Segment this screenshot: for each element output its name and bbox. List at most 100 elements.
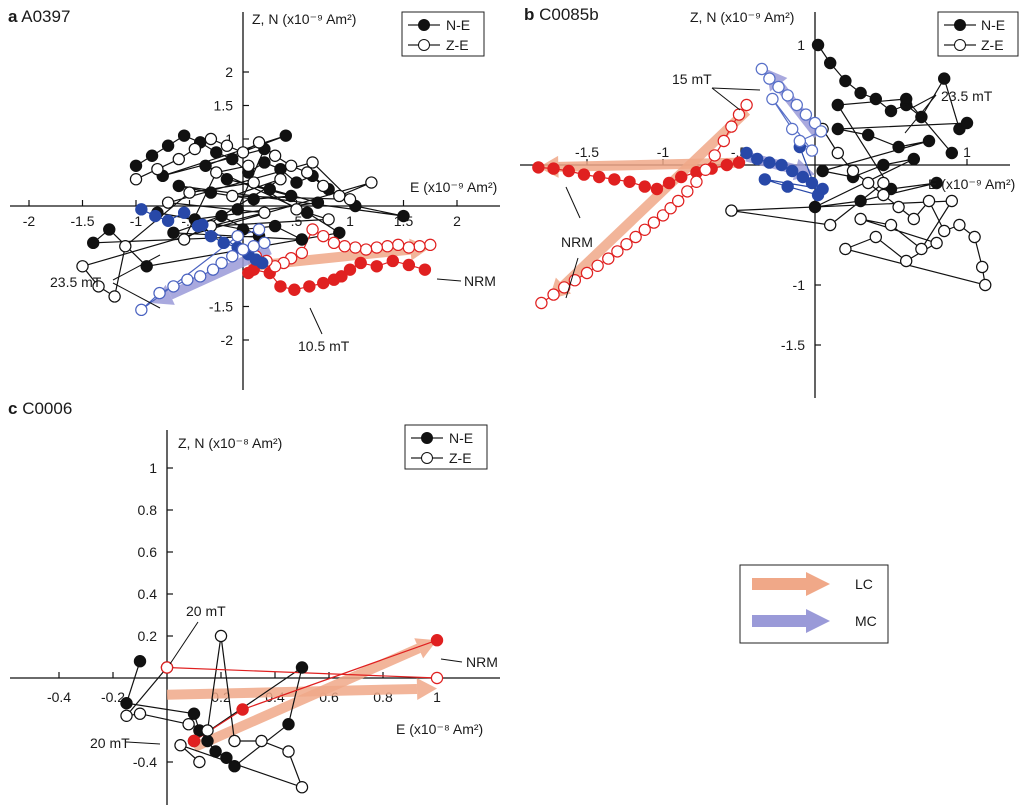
ne-point [217, 236, 230, 250]
ze-point [725, 120, 738, 133]
ne-point [796, 170, 810, 184]
ze-point [740, 98, 753, 112]
ne-point [877, 158, 890, 172]
y-tick-label: 1.5 [214, 98, 234, 114]
ze-point [317, 179, 330, 193]
ze-point [76, 260, 89, 273]
ne-point [167, 226, 180, 239]
ze-point [247, 239, 260, 253]
ze-point [210, 166, 223, 179]
ne-point [831, 98, 845, 112]
ne-point [172, 179, 185, 193]
ze-point [183, 186, 196, 199]
ze-point [805, 144, 819, 157]
ze-point [790, 98, 803, 112]
ne-point [177, 129, 191, 142]
ze-point [160, 661, 174, 674]
ze-point [725, 204, 738, 217]
component-legend-arrowhead-lc [806, 572, 830, 596]
y-tick-label: -1 [793, 277, 806, 293]
ze-point [781, 89, 794, 102]
ne-point [763, 156, 776, 169]
ne-point [199, 159, 212, 172]
ne-point [311, 196, 325, 209]
ze-point [922, 194, 936, 208]
y-tick-label: 0.4 [138, 586, 158, 602]
ze-point [900, 254, 913, 268]
ne-point [577, 168, 591, 181]
ne-point [256, 256, 269, 270]
ze-point [119, 239, 132, 253]
annotation-15-mt: 15 mT [672, 71, 712, 87]
ze-point [306, 223, 319, 236]
ze-point [430, 671, 444, 685]
ne-point [811, 188, 825, 202]
component-legend-mc-label: MC [855, 613, 877, 629]
ze-point [129, 172, 143, 186]
ze-point [108, 290, 121, 303]
annotation-20-mt-top: 20 mT [186, 603, 226, 619]
ne-point [209, 745, 222, 758]
ne-point [149, 209, 162, 223]
ze-point [226, 189, 239, 203]
ze-point [766, 92, 779, 106]
ne-point [418, 263, 432, 276]
ne-point [370, 260, 383, 273]
ze-point [892, 200, 905, 214]
ne-point [135, 203, 148, 216]
legend-ne-marker [421, 432, 433, 444]
ze-point [201, 724, 214, 737]
ze-point [188, 142, 202, 156]
ne-point [258, 156, 271, 169]
ze-point [193, 755, 206, 769]
ne-point [781, 180, 794, 193]
ne-point [201, 734, 214, 748]
ze-point [681, 185, 694, 198]
ne-point [242, 266, 255, 280]
ze-point [402, 241, 416, 254]
ne-point [187, 707, 201, 720]
y-tick-label: 2 [225, 64, 233, 80]
ne-point [892, 140, 905, 154]
ze-point [708, 149, 721, 162]
ze-point [846, 164, 860, 178]
ze-point [558, 281, 571, 294]
ze-point [252, 136, 266, 149]
ne-point [247, 193, 260, 206]
ze-point [629, 230, 642, 244]
annotation-10-5-mt: 10.5 mT [298, 338, 350, 354]
ne-point [295, 233, 309, 246]
ze-point [231, 229, 244, 243]
ze-point [547, 288, 560, 301]
ne-point [279, 129, 292, 142]
panel-a-legend: N-E Z-E [401, 11, 485, 57]
ne-point [161, 214, 175, 227]
legend-ne-marker [418, 19, 430, 31]
ze-point [831, 146, 845, 160]
panel-c-ylabel: Z, N (x10⁻⁸ Am²) [178, 435, 282, 451]
ne-point [386, 254, 399, 268]
ze-point [306, 156, 319, 169]
panel-b-data [532, 38, 992, 310]
component-arrow-lc [560, 107, 751, 290]
ne-point [120, 697, 133, 710]
panel-c-title: c C0006 [8, 399, 72, 418]
y-tick-label: 0.6 [138, 544, 158, 560]
ne-point [532, 161, 545, 174]
ne-point [133, 655, 147, 668]
ne-point [86, 236, 100, 250]
x-tick-label: 1 [346, 213, 354, 229]
ne-point [402, 258, 416, 272]
ne-point [215, 209, 228, 223]
ze-point [247, 176, 260, 189]
legend-ne-label: N-E [449, 430, 473, 446]
ze-point [799, 108, 813, 121]
ze-point [877, 176, 890, 190]
ze-point [161, 196, 175, 209]
ne-point [288, 283, 301, 296]
legend-ne-label: N-E [981, 17, 1005, 33]
panel-a-data [76, 129, 437, 317]
ze-point [343, 193, 357, 206]
ne-point [945, 146, 959, 160]
